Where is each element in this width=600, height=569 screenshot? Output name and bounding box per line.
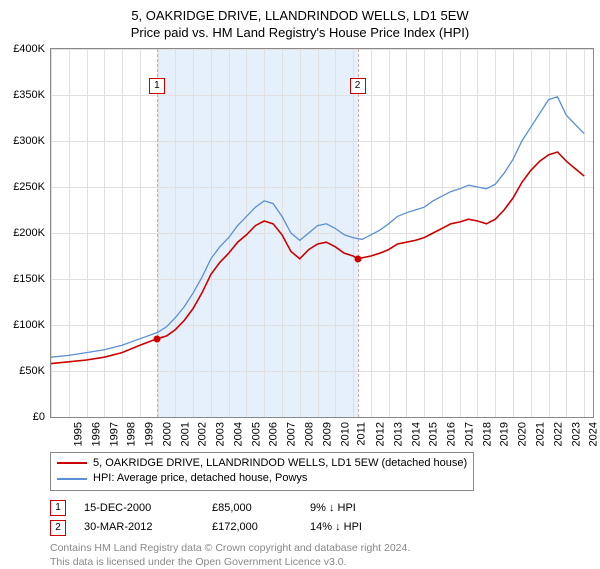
sale-date: 15-DEC-2000 bbox=[84, 499, 194, 519]
x-axis-label: 1996 bbox=[90, 422, 102, 446]
x-axis-label: 2015 bbox=[428, 422, 440, 446]
x-axis-label: 2014 bbox=[410, 422, 422, 446]
legend-swatch bbox=[57, 478, 87, 480]
x-axis-label: 2023 bbox=[570, 422, 582, 446]
sale-marker-dot bbox=[153, 335, 160, 342]
y-axis-label: £100K bbox=[0, 319, 45, 331]
attribution: Contains HM Land Registry data © Crown c… bbox=[50, 542, 588, 569]
sale-date: 30-MAR-2012 bbox=[84, 518, 194, 538]
x-axis-label: 2018 bbox=[481, 422, 493, 446]
x-axis-label: 2009 bbox=[321, 422, 333, 446]
y-axis-label: £350K bbox=[0, 89, 45, 101]
title-line-1: 5, OAKRIDGE DRIVE, LLANDRINDOD WELLS, LD… bbox=[12, 8, 588, 25]
title-line-2: Price paid vs. HM Land Registry's House … bbox=[12, 25, 588, 42]
x-axis-label: 2000 bbox=[161, 422, 173, 446]
sale-price: £85,000 bbox=[212, 499, 292, 519]
x-axis-label: 2001 bbox=[179, 422, 191, 446]
legend: 5, OAKRIDGE DRIVE, LLANDRINDOD WELLS, LD… bbox=[50, 452, 474, 491]
chart-lines-svg bbox=[51, 49, 593, 417]
x-axis-label: 2013 bbox=[392, 422, 404, 446]
legend-row: HPI: Average price, detached house, Powy… bbox=[57, 471, 467, 486]
x-axis-label: 2002 bbox=[197, 422, 209, 446]
y-axis-label: £400K bbox=[0, 43, 45, 55]
chart-container: 5, OAKRIDGE DRIVE, LLANDRINDOD WELLS, LD… bbox=[0, 0, 600, 560]
sales-table: 1 15-DEC-2000 £85,000 9% ↓ HPI 2 30-MAR-… bbox=[50, 499, 588, 539]
x-axis-label: 2012 bbox=[375, 422, 387, 446]
legend-swatch bbox=[57, 462, 87, 464]
y-axis-label: £300K bbox=[0, 135, 45, 147]
sale-badge: 1 bbox=[50, 500, 66, 516]
x-axis-label: 1997 bbox=[108, 422, 120, 446]
series-price_paid bbox=[51, 152, 584, 364]
chart-plot-area: £0£50K£100K£150K£200K£250K£300K£350K£400… bbox=[50, 48, 594, 418]
series-hpi bbox=[51, 97, 584, 357]
sale-marker-dot bbox=[354, 255, 361, 262]
y-axis-label: £200K bbox=[0, 227, 45, 239]
attribution-line-1: Contains HM Land Registry data © Crown c… bbox=[50, 542, 588, 556]
y-axis-label: £0 bbox=[0, 411, 45, 423]
x-axis-label: 2003 bbox=[215, 422, 227, 446]
sale-price: £172,000 bbox=[212, 518, 292, 538]
x-axis-label: 2006 bbox=[268, 422, 280, 446]
x-axis-label: 2024 bbox=[588, 422, 600, 446]
chart-title: 5, OAKRIDGE DRIVE, LLANDRINDOD WELLS, LD… bbox=[12, 8, 588, 42]
x-axis-label: 2011 bbox=[356, 422, 368, 446]
sale-diff: 9% ↓ HPI bbox=[310, 499, 410, 519]
y-axis-label: £250K bbox=[0, 181, 45, 193]
sale-diff: 14% ↓ HPI bbox=[310, 518, 410, 538]
x-axis-label: 2016 bbox=[446, 422, 458, 446]
x-axis-label: 2007 bbox=[286, 422, 298, 446]
y-axis-label: £150K bbox=[0, 273, 45, 285]
sale-badge: 2 bbox=[50, 520, 66, 536]
y-axis-label: £50K bbox=[0, 365, 45, 377]
x-axis-label: 2017 bbox=[463, 422, 475, 446]
x-axis-label: 2020 bbox=[517, 422, 529, 446]
legend-row: 5, OAKRIDGE DRIVE, LLANDRINDOD WELLS, LD… bbox=[57, 456, 467, 471]
x-axis-label: 2005 bbox=[250, 422, 262, 446]
x-axis-label: 2004 bbox=[232, 422, 244, 446]
legend-label: HPI: Average price, detached house, Powy… bbox=[93, 471, 307, 486]
legend-label: 5, OAKRIDGE DRIVE, LLANDRINDOD WELLS, LD… bbox=[93, 456, 467, 471]
x-axis-label: 2022 bbox=[552, 422, 564, 446]
x-axis-label: 1999 bbox=[144, 422, 156, 446]
x-axis-label: 2010 bbox=[339, 422, 351, 446]
x-axis-label: 1995 bbox=[72, 422, 84, 446]
x-axis-label: 2019 bbox=[499, 422, 511, 446]
attribution-line-2: This data is licensed under the Open Gov… bbox=[50, 556, 588, 569]
x-axis-label: 2008 bbox=[304, 422, 316, 446]
x-axis-label: 1998 bbox=[126, 422, 138, 446]
sale-row: 1 15-DEC-2000 £85,000 9% ↓ HPI bbox=[50, 499, 588, 519]
sale-marker-badge: 2 bbox=[350, 78, 366, 94]
sale-row: 2 30-MAR-2012 £172,000 14% ↓ HPI bbox=[50, 518, 588, 538]
x-axis-label: 2021 bbox=[535, 422, 547, 446]
sale-marker-badge: 1 bbox=[149, 78, 165, 94]
